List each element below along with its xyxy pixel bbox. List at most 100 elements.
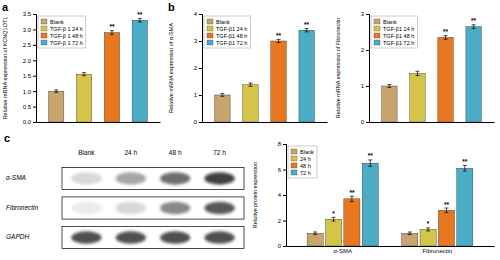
annotation: **: [368, 152, 374, 159]
error-bar: [444, 36, 448, 40]
legend-label: TGF-β1 72 h: [383, 40, 414, 46]
error-bar: [444, 208, 448, 213]
y-tick: 2: [194, 65, 202, 71]
legend-label: TGF-β1 24 h: [383, 26, 414, 32]
y-tick: 2: [278, 218, 286, 224]
annotation: **: [304, 21, 310, 28]
y-axis: 0 1 2 3: [361, 11, 370, 125]
y-tick: 0: [361, 119, 369, 125]
y-tick-mark: [366, 14, 369, 15]
figure: 0.00.51.01.52.02.53.03.5Relative mRNA ex…: [0, 0, 500, 260]
y-tick-mark: [199, 122, 202, 123]
column-label: 72 h: [213, 149, 226, 156]
column-label: 48 h: [169, 149, 182, 156]
title: b: [168, 1, 175, 13]
y-tick-label: 0: [194, 119, 198, 125]
bar: [410, 73, 425, 122]
blot-band: [204, 202, 234, 214]
legend-label: Blank: [300, 149, 314, 155]
legend-swatch: [207, 26, 213, 31]
y-axis-title: Relative mRNA expression of KCNQ1OT1: [2, 17, 8, 120]
error-bar: [248, 83, 252, 86]
bar: [402, 233, 418, 246]
column-label: 24 h: [124, 149, 137, 156]
error-bar: [138, 18, 142, 22]
x-tick: Fibronectin: [422, 246, 452, 254]
y-tick-mark: [283, 246, 286, 247]
annotation: **: [471, 17, 477, 24]
blot-band: [71, 172, 101, 184]
y-axis-title: Relative mRNA expression of Fibronectin: [335, 18, 341, 118]
error-bar: [277, 39, 281, 42]
bar: [49, 91, 64, 122]
blot-border: [62, 197, 244, 219]
legend-swatch: [291, 163, 297, 168]
legend-swatch: [291, 149, 297, 154]
blot-lane: [62, 226, 244, 248]
y-tick-label: 1.0: [23, 89, 32, 95]
bar: [420, 229, 436, 246]
y-tick-label: 3: [361, 11, 365, 17]
y-tick: 2.5: [23, 42, 36, 48]
y-tick-mark: [33, 14, 36, 15]
y-tick: 0: [194, 119, 202, 125]
legend-entry: Blank: [291, 149, 314, 155]
y-tick-label: 1: [361, 83, 365, 89]
y-tick-label: 0.0: [23, 119, 32, 125]
y-axis-line: [33, 15, 37, 123]
annotation: **: [109, 23, 115, 30]
y-tick: 3.5: [23, 11, 36, 17]
annotation: **: [137, 11, 143, 18]
error-bar: [313, 232, 317, 235]
y-tick-label: 2: [194, 65, 198, 71]
legend-entry: TGF-β1 48 h: [207, 33, 247, 39]
row-label: Fibronectin: [6, 204, 39, 211]
y-tick: 0.0: [23, 119, 36, 125]
x-tick-label: α-SMA: [333, 248, 351, 254]
y-tick: 0.5: [23, 104, 36, 110]
error-bar: [332, 217, 336, 221]
x-tick-label: Fibronectin: [422, 248, 452, 254]
legend-entry: 72 h: [291, 170, 311, 176]
y-tick-label: 2: [361, 47, 365, 53]
legend-label: TGF-β1 72 h: [216, 40, 247, 46]
y-axis-title: Relative protein expression: [252, 162, 258, 228]
y-tick-mark: [33, 29, 36, 30]
legend-entry: TGF-β 1 72 h: [41, 40, 83, 46]
annotation: **: [349, 189, 355, 196]
legend-box: [288, 146, 317, 178]
annotation: **: [443, 28, 449, 35]
blot-band: [160, 172, 190, 184]
y-tick-mark: [283, 144, 286, 145]
annotation: **: [444, 201, 450, 208]
legend-swatch: [374, 33, 380, 38]
y-tick: 2.0: [23, 58, 36, 64]
error-bar: [110, 31, 114, 35]
blot-border: [62, 226, 244, 248]
blot-band: [116, 202, 146, 214]
y-tick-label: 2.0: [23, 58, 32, 64]
annotation: **: [276, 32, 282, 39]
legend-label: 72 h: [300, 170, 311, 176]
bar: [132, 20, 147, 122]
legend: Blank24 h48 h72 h: [288, 146, 317, 178]
legend-label: Blank: [383, 19, 397, 25]
bar: [104, 33, 119, 122]
legend-label: 48 h: [300, 163, 311, 169]
y-tick: 4: [194, 11, 202, 17]
x-axis: [370, 122, 495, 123]
y-tick-label: 3: [194, 38, 198, 44]
y-tick-mark: [33, 45, 36, 46]
x-axis-line: [287, 246, 495, 247]
plot-area: [382, 25, 482, 122]
blot-band: [160, 231, 190, 243]
y-tick-label: 6: [278, 167, 282, 173]
error-bar: [220, 94, 224, 97]
plot-area: [307, 160, 473, 246]
blot-band: [116, 172, 146, 184]
legend-label: TGF-β1 48 h: [216, 33, 247, 39]
y-tick: 1.0: [23, 89, 36, 95]
blot-band: [71, 202, 101, 214]
y-tick-mark: [283, 170, 286, 171]
legend-entry: TGF-β1 24 h: [207, 26, 247, 32]
